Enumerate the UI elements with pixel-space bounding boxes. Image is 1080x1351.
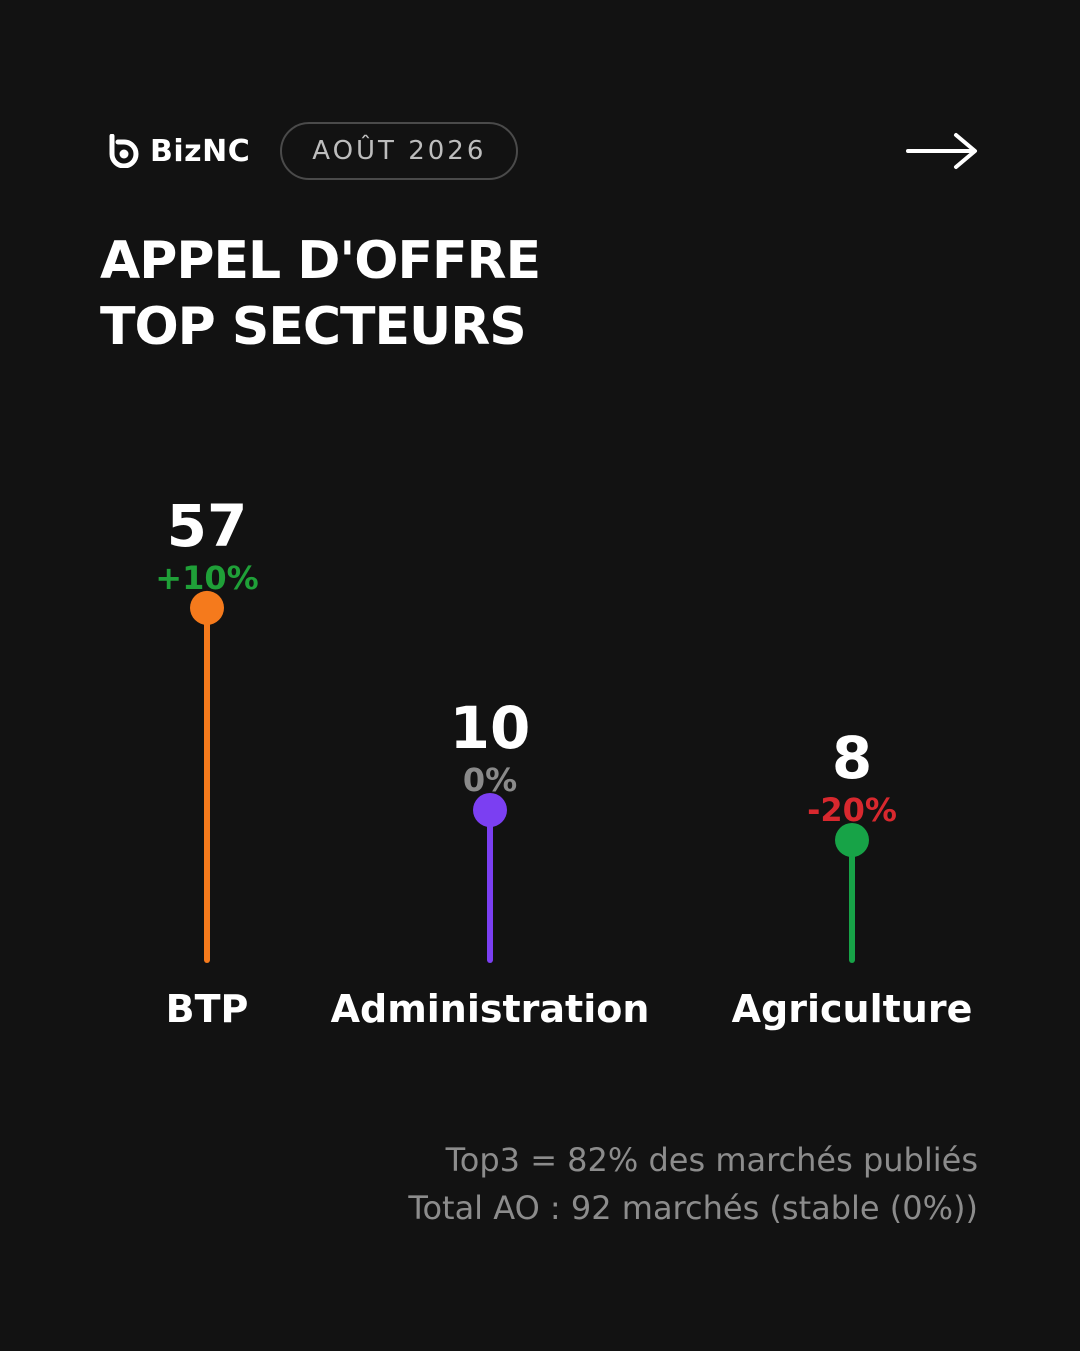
brand-name: BizNC — [150, 133, 251, 169]
category-label: BTP — [166, 987, 249, 1031]
brand-logo[interactable]: BizNC — [108, 134, 250, 169]
lollipop-dot — [190, 590, 224, 625]
category-label: Administration — [331, 987, 650, 1031]
value-label: 57 — [167, 492, 248, 560]
page-title: APPEL D'OFFRE TOP SECTEURS — [100, 228, 541, 360]
summary-line-1: Top3 = 82% des marchés publiés — [445, 1141, 978, 1179]
summary-line-2: Total AO : 92 marchés (stable (0%)) — [408, 1189, 978, 1227]
date-badge: AOÛT 2026 — [280, 122, 519, 180]
title-line-1: APPEL D'OFFRE — [100, 231, 541, 291]
category-label: Agriculture — [732, 987, 973, 1031]
change-label: 0% — [463, 761, 517, 799]
change-label: -20% — [807, 791, 897, 829]
arrow-right-icon[interactable] — [906, 128, 980, 174]
change-label: +10% — [155, 559, 258, 597]
summary: Top3 = 82% des marchés publiés Total AO … — [408, 1136, 978, 1232]
value-label: 10 — [450, 694, 531, 762]
lollipop-dot — [473, 793, 507, 827]
biznc-logo-icon — [109, 134, 139, 168]
lollipop-dot — [835, 823, 869, 857]
header: BizNC AOÛT 2026 — [108, 120, 519, 182]
title-line-2: TOP SECTEURS — [100, 297, 527, 357]
value-label: 8 — [832, 724, 872, 792]
